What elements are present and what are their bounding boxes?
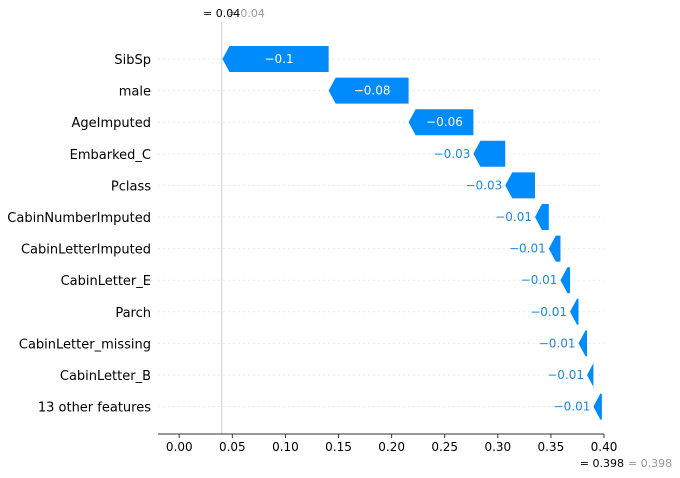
x-tick-label: 0.30: [484, 440, 511, 454]
x-tick-label: 0.15: [325, 440, 352, 454]
feature-label: Parch: [115, 306, 151, 321]
bar-value-label: −0.01: [554, 400, 591, 414]
feature-label: CabinLetter_B: [60, 369, 151, 384]
bar-value-label: −0.03: [465, 178, 502, 192]
final-value-label: = 0.398: [580, 457, 624, 470]
x-tick-label: 0.25: [431, 440, 458, 454]
bar-value-label: −0.08: [354, 84, 391, 98]
bar-value-label: −0.1: [264, 52, 293, 66]
row-gridlines: [158, 58, 604, 408]
bar-cabinnumberimputed: [534, 204, 549, 230]
bar-value-label: −0.01: [530, 305, 567, 319]
feature-label: CabinLetter_E: [61, 274, 151, 289]
bar-value-label: −0.01: [521, 273, 558, 287]
bar-value-label: −0.01: [547, 368, 584, 382]
final-value-ghost-label: = 0.398: [628, 457, 672, 470]
bar-cabinletter-b: [587, 362, 595, 388]
bar-cabinletter-e: [560, 267, 571, 294]
bar-13-other-features: [593, 393, 602, 420]
base-value-ghost-label: = 0.04: [228, 7, 265, 20]
feature-labels: SibSp male AgeImputed Embarked_C Pclass Cabin…: [7, 53, 151, 416]
feature-label: CabinLetterImputed: [21, 243, 151, 258]
x-tick-label: 0.35: [538, 440, 565, 454]
feature-label: Pclass: [111, 179, 151, 194]
bar-cabinletterimputed: [548, 235, 561, 262]
bar-value-label: −0.01: [495, 210, 532, 224]
bar-cabinletter-missing: [578, 330, 588, 357]
bar-pclass: [505, 172, 535, 199]
feature-label: CabinLetter_missing: [19, 337, 151, 352]
feature-label: 13 other features: [38, 401, 151, 416]
x-tick-label: 0.20: [378, 440, 405, 454]
feature-label: AgeImputed: [72, 116, 151, 131]
bar-sibsp: [222, 46, 329, 72]
x-axis: 0.00 0.05 0.10 0.15 0.20 0.25 0.30 0.35 0.40: [158, 433, 618, 454]
base-value-label: = 0.04: [203, 7, 240, 20]
feature-label: SibSp: [114, 53, 151, 68]
feature-label: Embarked_C: [70, 148, 151, 163]
feature-label: CabinNumberImputed: [7, 211, 151, 226]
x-tick-label: 0.10: [272, 440, 299, 454]
bar-male: [328, 77, 409, 104]
x-tick-label: 0.00: [166, 440, 193, 454]
x-tick-label: 0.05: [219, 440, 246, 454]
x-tick-label: 0.40: [591, 440, 618, 454]
bar-embarked-c: [473, 140, 506, 167]
feature-label: male: [119, 85, 151, 100]
bar-value-label: −0.03: [434, 147, 471, 161]
bar-ageimputed: [408, 109, 474, 136]
bar-value-label: −0.01: [509, 242, 546, 256]
bar-value-label: −0.06: [426, 115, 463, 129]
bar-parch: [570, 298, 579, 325]
bars: −0.1 −0.08 −0.06 −0.03 −0.03 −0.01 −0.01 −0.01 −…: [222, 46, 602, 420]
bar-value-label: −0.01: [539, 336, 576, 350]
